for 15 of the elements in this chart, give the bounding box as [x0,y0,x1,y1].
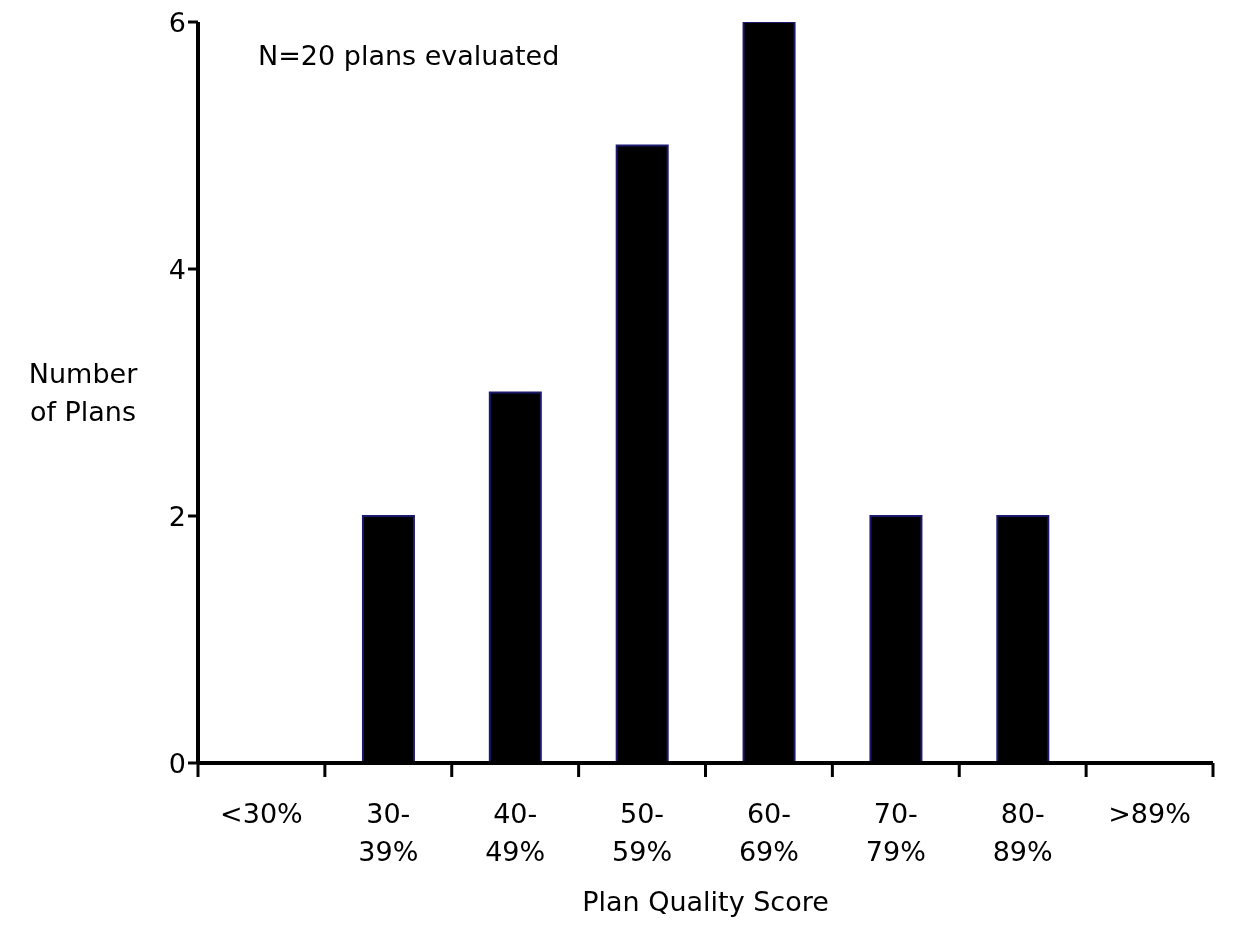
x-tick-label: 70-79% [865,798,926,867]
x-tick-label: 30-39% [358,798,419,867]
x-axis-title: Plan Quality Score [582,886,829,917]
y-axis-title: Number of Plans [28,357,139,427]
annotation: N=20 plans evaluated [258,40,560,71]
x-tick-label: <30% [220,798,303,829]
x-tick-label: >89% [1108,798,1191,829]
y-tick-label: 2 [168,500,186,532]
x-tick-label: 40-49% [485,798,546,867]
x-tick-label: 60-69% [738,798,799,867]
y-tick-label: 6 [168,6,186,38]
x-tick-label: 80-89% [992,798,1053,867]
y-tick-label: 4 [168,253,186,285]
x-tick-label: 50-59% [612,798,673,867]
y-tick-label: 0 [168,747,186,779]
